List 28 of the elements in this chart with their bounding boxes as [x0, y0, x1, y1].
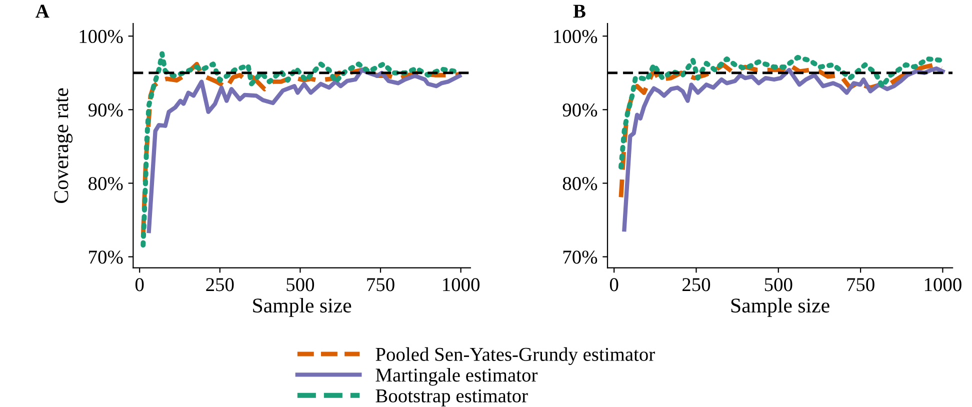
x-tick-label: 500 — [286, 278, 314, 292]
y-axis-title: Coverage rate — [54, 88, 73, 203]
chart-title: B — [573, 4, 586, 18]
x-tick-label: 750 — [847, 278, 874, 292]
legend-label: Bootstrap estimator — [376, 389, 528, 406]
chart-title: A — [36, 4, 50, 18]
legend-label: Pooled Sen-Yates-Grundy estimator — [376, 347, 655, 365]
y-tick-label: 90% — [88, 103, 123, 117]
y-tick-label: 70% — [89, 250, 123, 264]
y-tick-label: 80% — [88, 177, 123, 190]
y-tick-label: 90% — [562, 103, 598, 117]
y-tick-label: 100% — [554, 30, 598, 44]
x-tick-label: 1000 — [443, 278, 480, 292]
x-axis-title: Sample size — [731, 298, 830, 317]
x-tick-label: 750 — [367, 278, 394, 292]
x-tick-label: 250 — [682, 278, 710, 292]
x-tick-label: 1000 — [924, 278, 962, 292]
x-tick-label: 0 — [610, 278, 618, 292]
y-tick-label: 80% — [562, 177, 598, 190]
y-tick-label: 100% — [80, 30, 123, 44]
line-series — [618, 62, 944, 200]
x-axis-title: Sample size — [253, 298, 352, 317]
y-tick-label: 70% — [563, 250, 598, 264]
x-tick-label: 500 — [764, 278, 792, 292]
x-tick-label: 250 — [206, 278, 234, 292]
line-series — [622, 66, 945, 232]
legend-label: Martingale estimator — [376, 368, 538, 386]
x-tick-label: 0 — [135, 278, 144, 292]
